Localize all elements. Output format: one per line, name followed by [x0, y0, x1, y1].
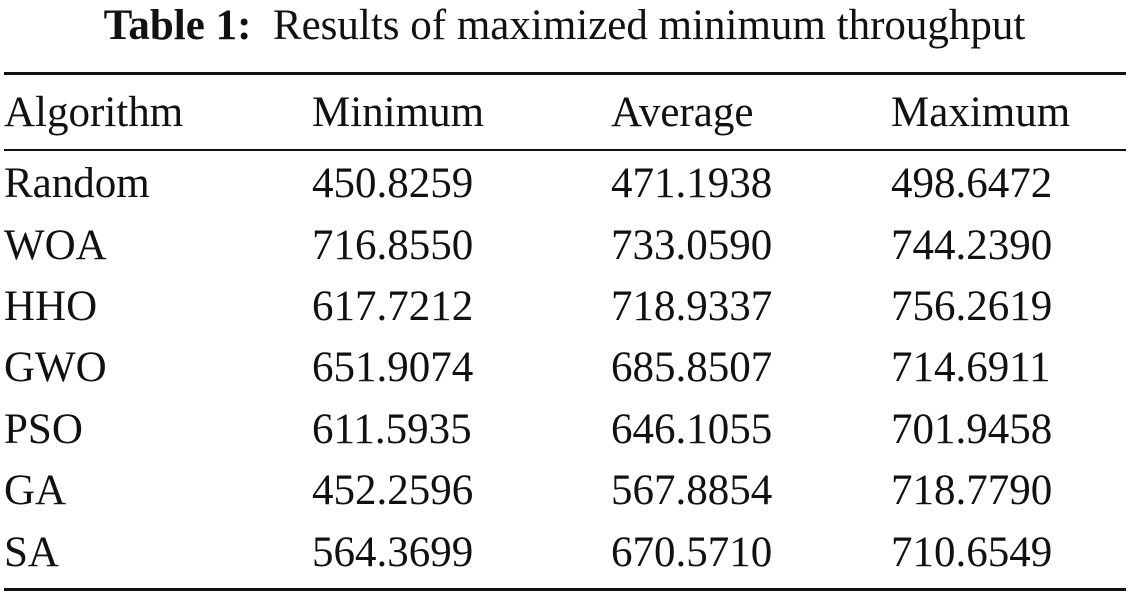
table-top-rule — [4, 72, 1126, 75]
table-caption-label: Table 1: — [103, 2, 252, 49]
row-maximum-cell: 710.6549 — [891, 528, 1053, 576]
table-header-rule — [4, 149, 1126, 151]
results-table: Algorithm Minimum Average Maximum Random… — [4, 75, 1126, 583]
row-maximum-cell: 718.7790 — [891, 467, 1053, 515]
column-header-minimum: Minimum — [312, 89, 485, 136]
row-average-cell: 718.9337 — [611, 282, 773, 330]
table-row: WOA 716.8550 733.0590 744.2390 — [4, 214, 1126, 275]
column-header-average: Average — [611, 89, 754, 136]
row-maximum-cell: 744.2390 — [891, 221, 1053, 269]
row-maximum-cell: 498.6472 — [891, 160, 1053, 208]
row-average-cell: 670.5710 — [611, 528, 773, 576]
row-minimum-cell: 617.7212 — [312, 282, 474, 330]
row-algorithm-cell: PSO — [4, 405, 83, 453]
row-minimum-cell: 564.3699 — [312, 528, 474, 576]
row-maximum-cell: 701.9458 — [891, 405, 1053, 453]
table-row: GWO 651.9074 685.8507 714.6911 — [4, 337, 1126, 398]
row-average-cell: 567.8854 — [611, 467, 773, 515]
table-row: HHO 617.7212 718.9337 756.2619 — [4, 276, 1126, 337]
row-minimum-cell: 716.8550 — [312, 221, 474, 269]
row-average-cell: 733.0590 — [611, 221, 773, 269]
row-average-cell: 685.8507 — [611, 344, 773, 392]
row-algorithm-cell: Random — [4, 160, 150, 208]
row-algorithm-cell: WOA — [4, 221, 107, 269]
column-header-maximum: Maximum — [891, 89, 1071, 136]
row-algorithm-cell: SA — [4, 528, 59, 576]
column-header-algorithm: Algorithm — [4, 89, 184, 136]
row-average-cell: 646.1055 — [611, 405, 773, 453]
row-minimum-cell: 651.9074 — [312, 344, 474, 392]
row-algorithm-cell: GA — [4, 467, 67, 515]
row-minimum-cell: 452.2596 — [312, 467, 474, 515]
table-header-row: Algorithm Minimum Average Maximum — [4, 75, 1126, 151]
row-minimum-cell: 450.8259 — [312, 160, 474, 208]
table-row: Random 450.8259 471.1938 498.6472 — [4, 153, 1126, 214]
row-average-cell: 471.1938 — [611, 160, 773, 208]
table-caption-text: Results of maximized minimum throughput — [272, 2, 1026, 49]
table-row: SA 564.3699 670.5710 710.6549 — [4, 521, 1126, 582]
table-caption: Table 1: Results of maximized minimum th… — [0, 0, 1129, 52]
row-algorithm-cell: GWO — [4, 344, 107, 392]
row-maximum-cell: 714.6911 — [891, 344, 1051, 392]
row-minimum-cell: 611.5935 — [312, 405, 472, 453]
table-row: PSO 611.5935 646.1055 701.9458 — [4, 399, 1126, 460]
row-algorithm-cell: HHO — [4, 282, 98, 330]
table-row: GA 452.2596 567.8854 718.7790 — [4, 460, 1126, 521]
table-bottom-rule — [4, 588, 1126, 591]
row-maximum-cell: 756.2619 — [891, 282, 1053, 330]
